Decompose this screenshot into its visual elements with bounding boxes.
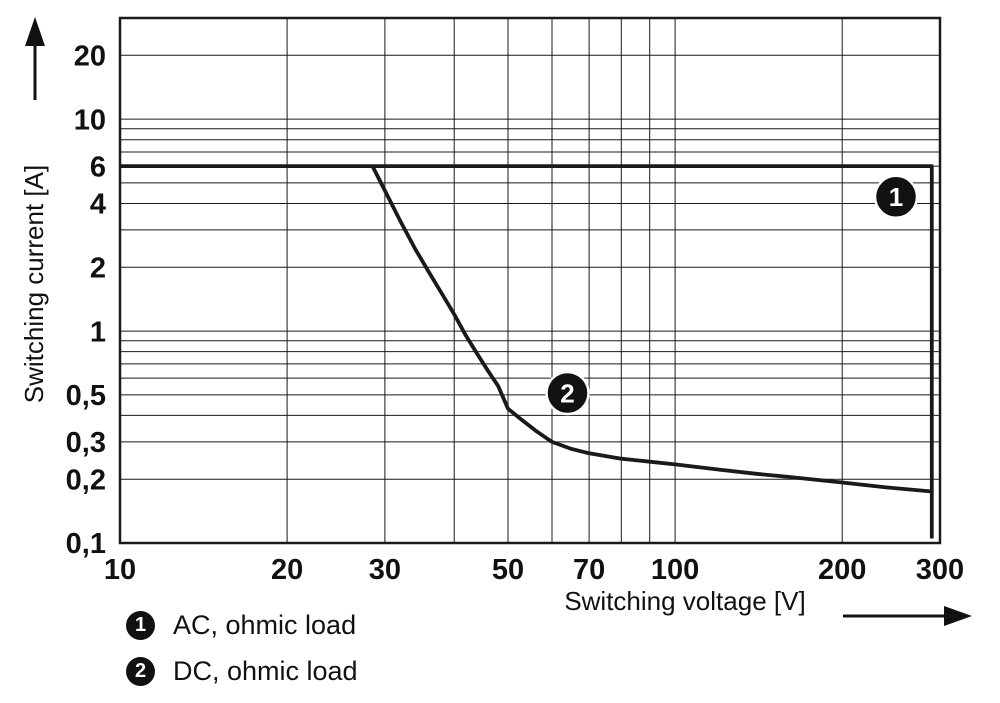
x-tick-label: 300	[916, 554, 964, 586]
y-tick-label: 10	[74, 104, 106, 136]
y-tick-label: 6	[90, 151, 106, 183]
y-tick-label: 1	[90, 316, 106, 348]
x-tick-label: 200	[818, 554, 866, 586]
y-tick-label: 4	[90, 189, 106, 221]
curve-2	[370, 165, 932, 494]
y-tick-label: 0,2	[66, 464, 106, 496]
x-tick-label: 20	[271, 554, 303, 586]
y-tick-label: 0,1	[66, 528, 106, 560]
plot-border	[118, 16, 942, 545]
legend-label-ac: AC, ohmic load	[173, 610, 357, 640]
legend-badge-2: 2	[126, 657, 155, 686]
curve-marker-1	[873, 174, 919, 220]
y-axis-title: Switching current [A]	[19, 164, 49, 404]
legend-label-dc: DC, ohmic load	[173, 656, 358, 686]
x-tick-label: 100	[651, 554, 699, 586]
y-tick-label: 0,5	[66, 380, 106, 412]
curve-marker-2	[545, 370, 590, 416]
y-tick-label: 2	[90, 252, 106, 284]
y-axis-arrow-head	[25, 17, 45, 46]
x-axis-arrow-head	[944, 606, 972, 626]
y-tick-label: 20	[74, 40, 106, 72]
legend-badge-1: 1	[126, 611, 155, 640]
curve-marker-label-2: 2	[560, 378, 574, 408]
legend: 1 AC, ohmic load 2 DC, ohmic load	[126, 610, 358, 687]
curve-1	[120, 164, 934, 539]
x-tick-label: 10	[104, 554, 136, 586]
x-tick-label: 30	[369, 554, 401, 586]
curve-marker-label-1: 1	[889, 182, 903, 212]
x-tick-label: 50	[492, 554, 524, 586]
x-tick-label: 70	[573, 554, 605, 586]
y-tick-label: 0,3	[66, 427, 106, 459]
x-axis-title: Switching voltage [V]	[564, 586, 806, 616]
legend-item-ac: 1 AC, ohmic load	[126, 610, 358, 641]
legend-item-dc: 2 DC, ohmic load	[126, 656, 358, 687]
